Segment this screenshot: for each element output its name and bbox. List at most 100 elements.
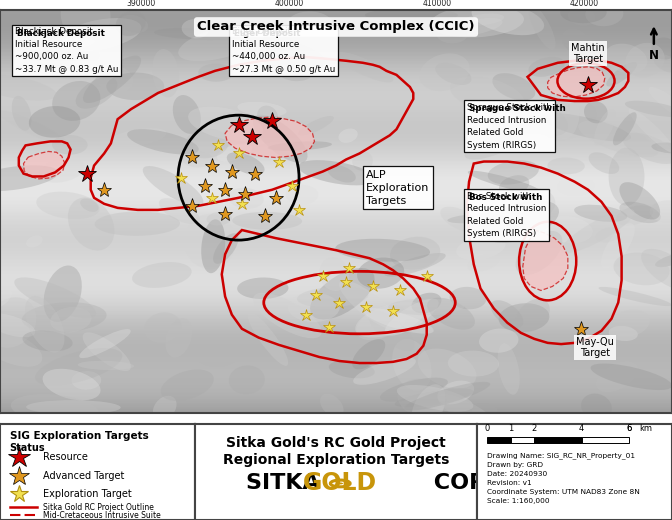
Ellipse shape xyxy=(528,5,556,49)
Bar xyxy=(0,60,672,61)
Ellipse shape xyxy=(298,160,376,185)
Ellipse shape xyxy=(228,188,264,209)
Bar xyxy=(0,153,672,154)
Bar xyxy=(0,353,672,354)
Ellipse shape xyxy=(574,205,627,222)
Bar xyxy=(0,228,672,229)
Bar xyxy=(0,337,672,338)
Bar xyxy=(0,12,672,13)
Bar xyxy=(0,299,672,301)
Bar xyxy=(0,29,672,31)
Text: CORP: CORP xyxy=(426,473,503,493)
Bar xyxy=(0,201,672,202)
Ellipse shape xyxy=(95,212,180,236)
Ellipse shape xyxy=(52,81,100,121)
Ellipse shape xyxy=(15,64,89,75)
Bar xyxy=(0,100,672,102)
Bar xyxy=(0,301,672,302)
Bar xyxy=(0,239,672,240)
Bar xyxy=(0,151,672,153)
Bar xyxy=(0,128,672,130)
Text: 410000: 410000 xyxy=(422,0,452,8)
Ellipse shape xyxy=(320,394,343,418)
Ellipse shape xyxy=(288,293,339,322)
Bar xyxy=(0,127,672,128)
Bar xyxy=(0,360,672,361)
Ellipse shape xyxy=(159,198,200,224)
Ellipse shape xyxy=(427,297,475,330)
Bar xyxy=(0,220,672,222)
Bar xyxy=(0,254,672,255)
Ellipse shape xyxy=(22,331,73,352)
Bar xyxy=(0,161,672,162)
Bar xyxy=(0,45,672,47)
Bar xyxy=(0,319,672,321)
Text: Blackjack Deposit
Initial Resource
~900,000 oz. Au
~33.7 Mt @ 0.83 g/t Au: Blackjack Deposit Initial Resource ~900,… xyxy=(15,28,118,74)
Bar xyxy=(0,372,672,373)
Bar xyxy=(0,218,672,220)
Bar xyxy=(0,233,672,235)
Ellipse shape xyxy=(68,198,114,251)
Bar xyxy=(0,236,672,238)
Ellipse shape xyxy=(548,158,585,174)
Bar xyxy=(0,274,672,275)
Bar xyxy=(0,370,672,372)
Bar xyxy=(0,333,672,334)
Bar xyxy=(0,17,672,18)
Ellipse shape xyxy=(461,14,504,25)
Bar xyxy=(0,231,672,232)
Ellipse shape xyxy=(352,151,373,171)
Ellipse shape xyxy=(397,385,473,412)
Bar xyxy=(487,437,511,443)
Bar xyxy=(0,166,672,167)
Ellipse shape xyxy=(22,302,107,332)
Ellipse shape xyxy=(287,11,334,39)
Ellipse shape xyxy=(655,254,672,267)
Text: N: N xyxy=(649,49,659,62)
Bar xyxy=(0,88,672,89)
Bar xyxy=(0,126,672,127)
Ellipse shape xyxy=(609,326,638,341)
Bar xyxy=(0,277,672,278)
Ellipse shape xyxy=(368,310,415,351)
Bar xyxy=(0,193,672,194)
Bar xyxy=(0,112,672,114)
Bar xyxy=(0,202,672,204)
Bar xyxy=(0,229,672,231)
Bar xyxy=(0,289,672,290)
Ellipse shape xyxy=(182,151,213,167)
Bar xyxy=(0,369,672,370)
Bar xyxy=(0,251,672,252)
Ellipse shape xyxy=(620,202,661,223)
Ellipse shape xyxy=(327,165,355,183)
Bar xyxy=(0,185,672,186)
Bar xyxy=(0,87,672,88)
Text: Resource: Resource xyxy=(43,451,88,462)
Bar xyxy=(0,268,672,270)
Ellipse shape xyxy=(257,106,278,126)
Bar xyxy=(0,59,672,60)
Ellipse shape xyxy=(498,343,519,395)
Bar xyxy=(0,147,672,149)
Bar xyxy=(0,137,672,138)
Ellipse shape xyxy=(181,19,209,38)
Bar xyxy=(0,397,672,399)
Ellipse shape xyxy=(456,236,505,260)
Bar xyxy=(0,10,672,12)
Bar xyxy=(0,224,672,225)
Bar xyxy=(0,330,672,331)
Bar xyxy=(0,376,672,377)
Bar xyxy=(0,282,672,283)
Bar xyxy=(534,437,582,443)
Ellipse shape xyxy=(448,350,499,376)
Bar xyxy=(0,57,672,59)
Bar xyxy=(0,280,672,282)
Ellipse shape xyxy=(353,357,416,385)
Ellipse shape xyxy=(585,2,624,26)
Ellipse shape xyxy=(388,298,464,315)
Ellipse shape xyxy=(451,18,503,35)
Bar xyxy=(0,317,672,318)
Ellipse shape xyxy=(76,77,118,109)
Bar xyxy=(0,76,672,77)
Bar xyxy=(0,326,672,328)
